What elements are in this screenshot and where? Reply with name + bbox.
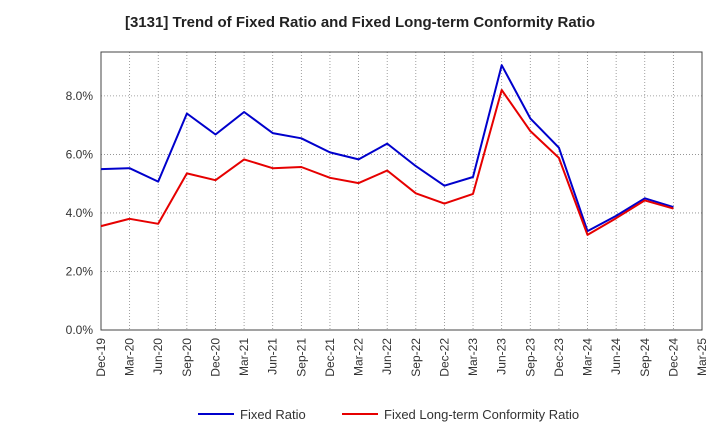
x-tick-label: Dec-24: [666, 338, 680, 377]
x-tick-label: Mar-24: [581, 338, 595, 376]
legend-label-2: Fixed Long-term Conformity Ratio: [384, 407, 579, 422]
x-tick-label: Sep-20: [180, 338, 194, 377]
x-tick-label: Dec-20: [208, 338, 222, 377]
y-tick-label: 2.0%: [66, 264, 94, 278]
legend-label-1: Fixed Ratio: [240, 407, 306, 422]
x-tick-label: Dec-19: [94, 338, 108, 377]
x-tick-label: Jun-22: [380, 338, 394, 375]
chart-title: [3131] Trend of Fixed Ratio and Fixed Lo…: [124, 14, 596, 31]
y-tick-label: 0.0%: [66, 323, 94, 337]
y-tick-label: 4.0%: [66, 206, 94, 220]
x-tick-label: Mar-21: [237, 338, 251, 376]
x-tick-label: Sep-23: [523, 338, 537, 377]
y-tick-label: 8.0%: [66, 89, 94, 103]
x-tick-label: Mar-20: [123, 338, 137, 376]
x-tick-label: Dec-23: [552, 338, 566, 377]
series-line-1: [100, 64, 674, 233]
series-line-2: [100, 89, 674, 236]
x-tick-label: Mar-22: [352, 338, 366, 376]
x-tick-label: Mar-23: [466, 338, 480, 376]
y-tick-label: 6.0%: [66, 147, 94, 161]
x-tick-label: Jun-20: [151, 338, 165, 375]
x-tick-label: Sep-22: [409, 338, 423, 377]
x-tick-label: Sep-21: [294, 338, 308, 377]
x-tick-label: Dec-22: [437, 338, 451, 377]
x-tick-label: Jun-23: [495, 338, 509, 375]
x-tick-label: Mar-25: [695, 338, 709, 376]
x-tick-label: Dec-21: [323, 338, 337, 377]
x-tick-label: Jun-21: [266, 338, 280, 375]
x-tick-label: Jun-24: [609, 338, 623, 375]
plot-frame: [100, 51, 703, 331]
x-tick-label: Sep-24: [638, 338, 652, 377]
